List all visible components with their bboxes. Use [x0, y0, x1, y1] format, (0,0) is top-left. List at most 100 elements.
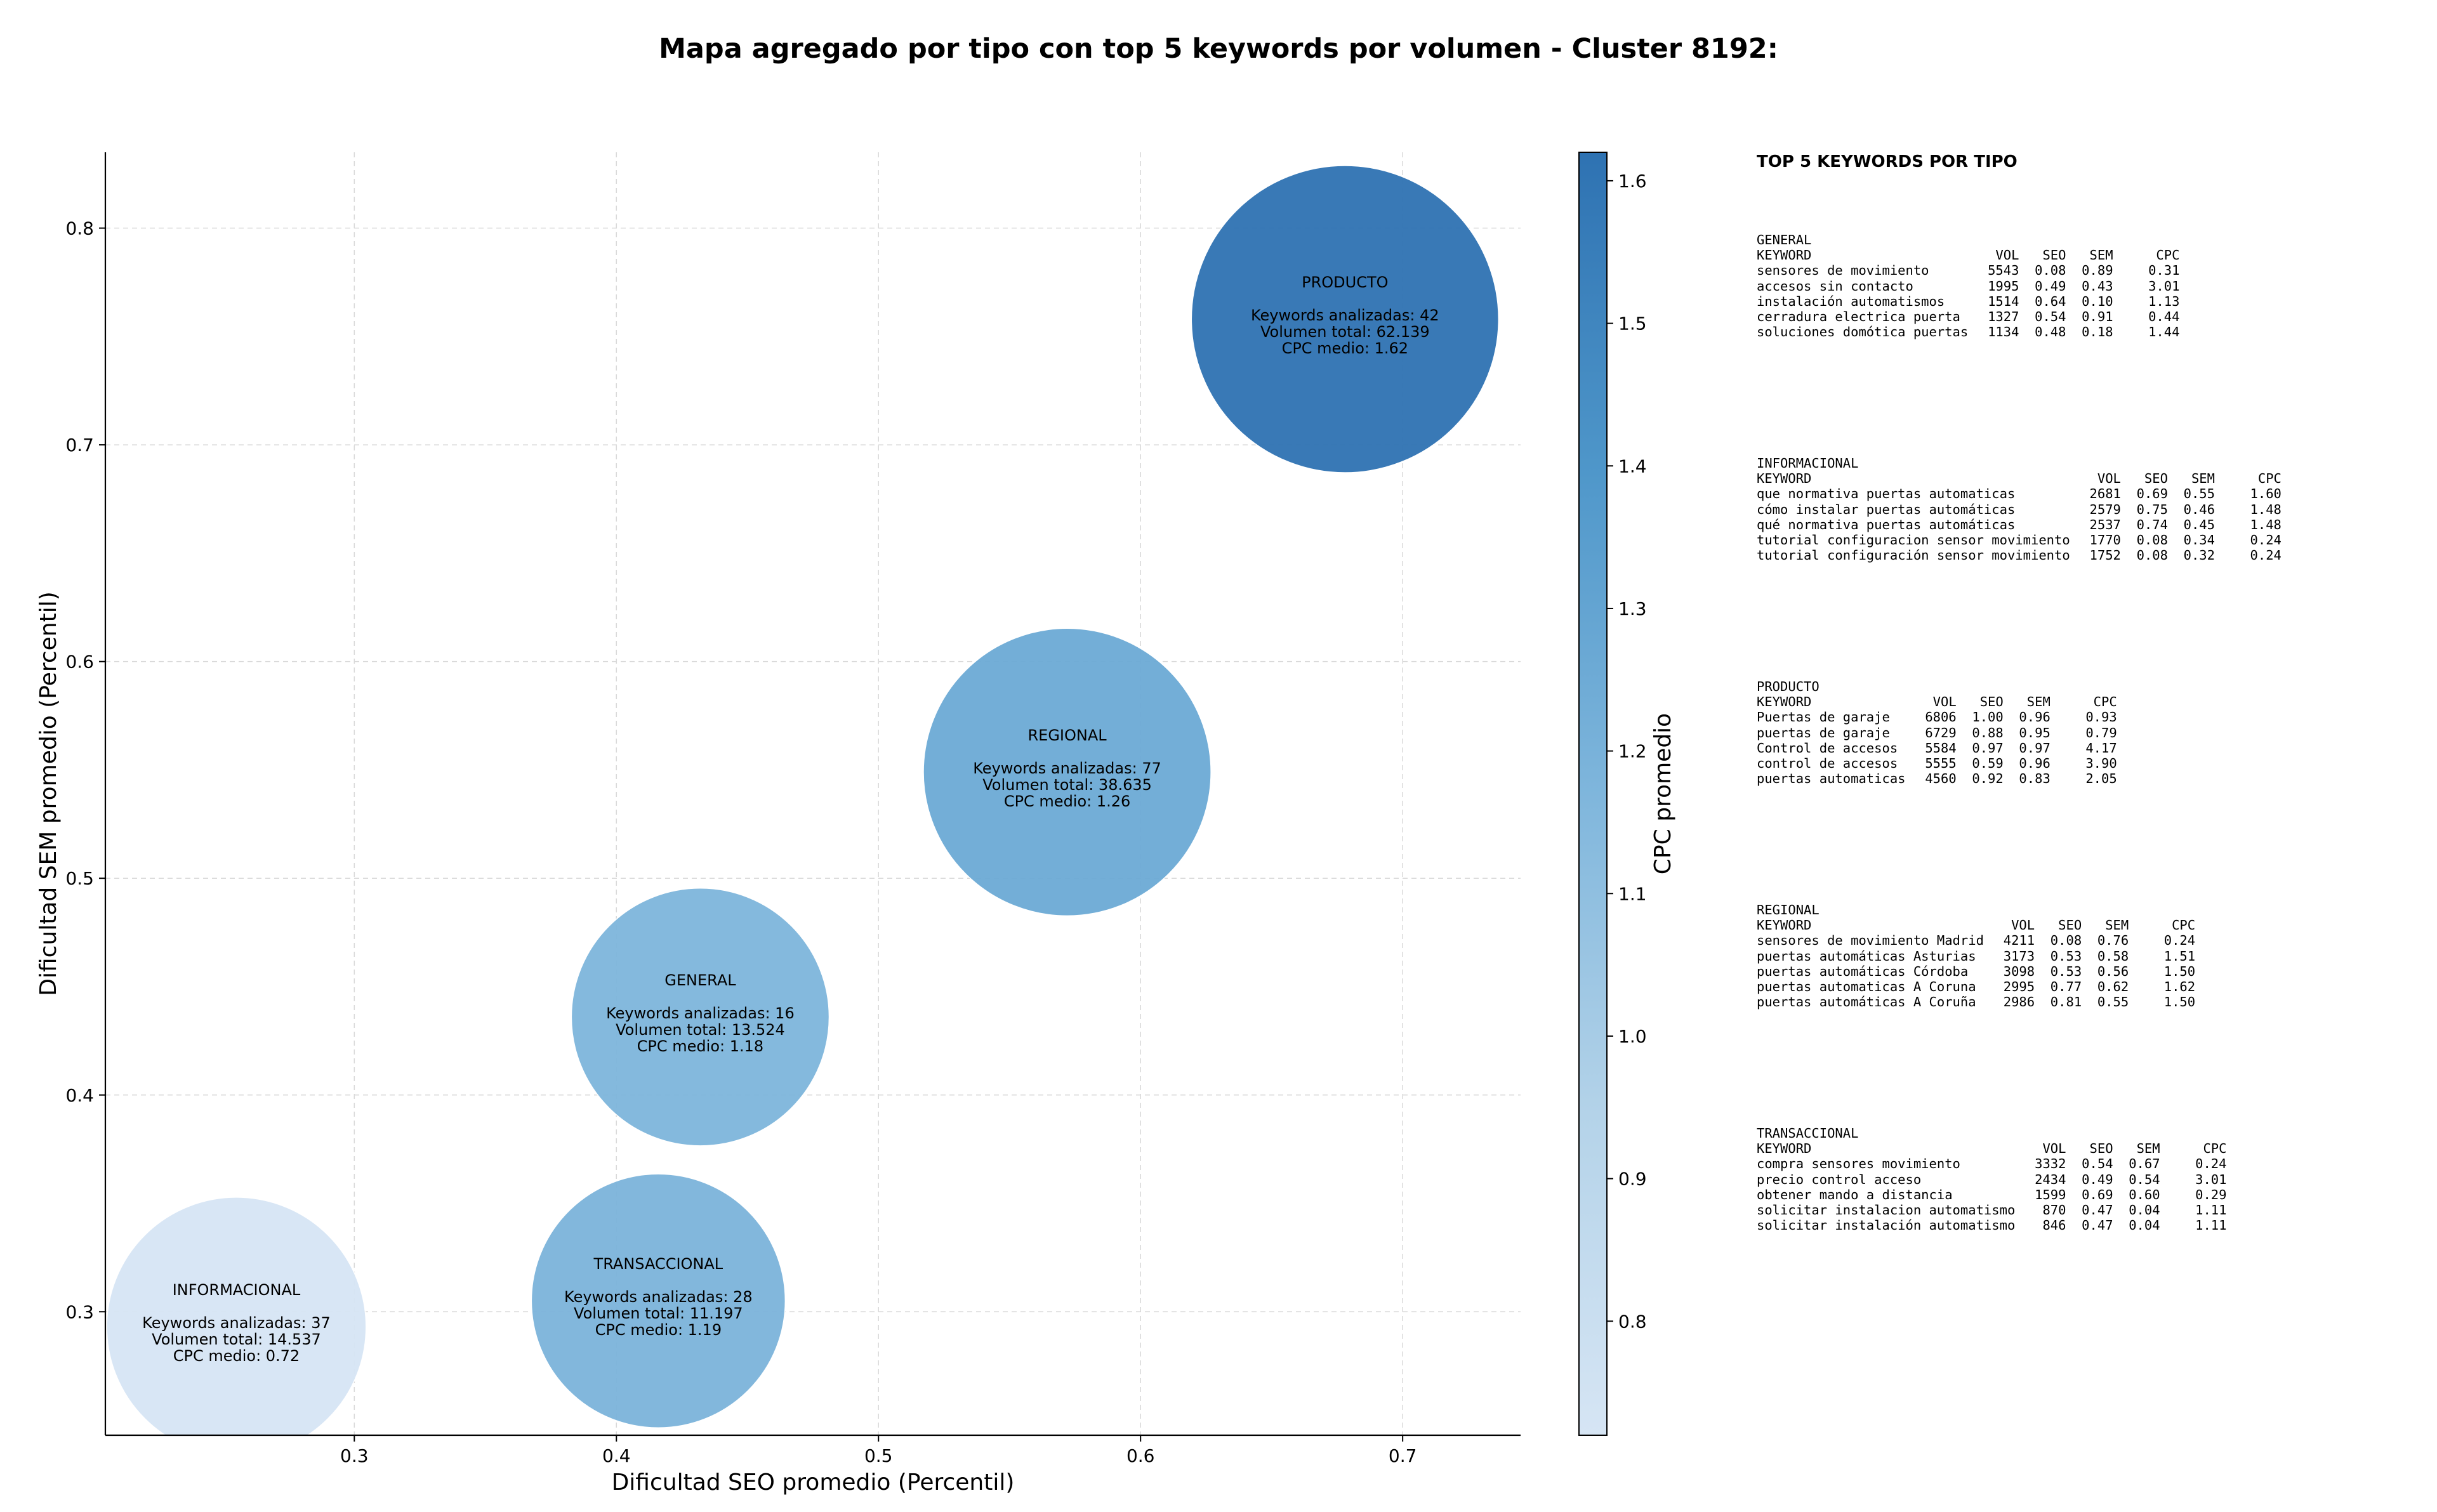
- table-row: solicitar instalación automatismo 846 0.47…: [1757, 1218, 2227, 1233]
- keyword-table-producto: PRODUCTO KEYWORD VOL SEO SEM CPC Puertas de ga…: [1757, 679, 2117, 786]
- metric-cell: 0.47: [2082, 1202, 2113, 1218]
- y-axis-label: Dificultad SEM promedio (Percentil): [36, 591, 62, 996]
- keyword-cell: puertas automaticas: [1757, 771, 1906, 787]
- metric-cell: CPC: [2257, 471, 2282, 487]
- metric-cell: 0.69: [2136, 486, 2168, 502]
- metric-cell: 2681: [2089, 486, 2121, 502]
- metric-cell: 0.24: [2250, 548, 2282, 563]
- keyword-cell: puertas automáticas A Coruña: [1757, 994, 1976, 1010]
- grid-lines: [105, 152, 1521, 1435]
- table-header: KEYWORD VOL SEO SEM CPC: [1757, 694, 2117, 709]
- metric-cell: 0.24: [2163, 933, 2196, 949]
- keyword-cell: puertas automáticas Córdoba: [1757, 963, 1969, 979]
- keyword-cell: compra sensores movimiento: [1757, 1156, 1960, 1172]
- metric-cell: 1599: [2035, 1187, 2066, 1202]
- metric-cell: 3.90: [2085, 756, 2117, 772]
- keyword-table-type: TRANSACCIONAL: [1757, 1126, 1859, 1141]
- y-tick-label: 0.4: [65, 1085, 94, 1106]
- metric-cell: SEO: [2058, 917, 2082, 933]
- panel-title: TOP 5 KEYWORDS POR TIPO: [1757, 152, 2018, 171]
- x-tick-label: 0.4: [602, 1445, 631, 1466]
- keyword-cell: Puertas de garaje: [1757, 709, 1890, 725]
- bubble-label: Volumen total: 11.197: [574, 1305, 743, 1322]
- metric-cell: 2537: [2089, 516, 2121, 532]
- metric-cell: 0.04: [2129, 1218, 2160, 1233]
- metric-cell: 0.45: [2183, 516, 2215, 532]
- keyword-cell: qué normativa puertas automáticas: [1757, 516, 2016, 532]
- table-header: KEYWORD VOL SEO SEM CPC: [1757, 1141, 2227, 1156]
- table-row: puertas automáticas Asturias 3173 0.53 0.58…: [1757, 949, 2195, 964]
- keyword-cell: obtener mando a distancia: [1757, 1187, 1953, 1202]
- table-row: instalación automatismos 1514 0.64 0.10 1.13: [1757, 294, 2179, 309]
- metric-cell: 0.77: [2050, 979, 2082, 995]
- metric-cell: 3173: [2003, 948, 2035, 964]
- table-row: puertas automáticas A Coruña 2986 0.81 0.55…: [1757, 994, 2195, 1009]
- metric-cell: 3332: [2035, 1156, 2066, 1172]
- metric-cell: SEO: [2089, 1141, 2113, 1157]
- metric-cell: CPC: [2093, 694, 2117, 710]
- metric-cell: 1.51: [2163, 948, 2196, 964]
- metric-cell: 6806: [1925, 709, 1957, 725]
- bubble-label: Keywords analizadas: 16: [606, 1004, 795, 1022]
- metric-cell: 0.53: [2050, 948, 2082, 964]
- colorbar-tick-label: 0.9: [1618, 1169, 1647, 1190]
- metric-cell: 0.79: [2085, 725, 2117, 740]
- keyword-table-informacional: INFORMACIONAL KEYWORD VOL SEO SEM CPC que norm…: [1757, 456, 2282, 563]
- metric-cell: 0.49: [2082, 1171, 2113, 1187]
- keyword-table-type: INFORMACIONAL: [1757, 456, 1859, 471]
- metric-cell: 0.91: [2082, 309, 2113, 325]
- metric-cell: 0.10: [2082, 293, 2113, 309]
- x-axis-label: Dificultad SEO promedio (Percentil): [612, 1469, 1015, 1496]
- metric-cell: 0.62: [2097, 979, 2129, 995]
- metric-cell: VOL: [2011, 917, 2035, 933]
- metric-cell: 0.55: [2097, 994, 2129, 1010]
- bubble-informacional: INFORMACIONAL Keywords analizadas: 37Volu…: [106, 1197, 367, 1435]
- metric-cell: SEM: [2191, 471, 2215, 487]
- x-tick-label: 0.6: [1126, 1445, 1155, 1466]
- keyword-cell: control de accesos: [1757, 756, 1898, 772]
- y-tick-label: 0.5: [65, 868, 94, 889]
- colorbar-tick-label: 1.4: [1618, 456, 1647, 477]
- keyword-cell: accesos sin contacto: [1757, 278, 1913, 294]
- bubble-label: CPC medio: 1.19: [595, 1321, 722, 1339]
- metric-cell: 1.48: [2250, 501, 2282, 517]
- colorbar-tick-label: 1.0: [1618, 1026, 1647, 1047]
- metric-cell: 0.60: [2129, 1187, 2160, 1202]
- metric-cell: 1.60: [2250, 486, 2282, 502]
- metric-cell: 6729: [1925, 725, 1957, 740]
- x-tick-label: 0.7: [1389, 1445, 1417, 1466]
- metric-cell: 5543: [1988, 263, 2019, 279]
- metric-cell: 1995: [1988, 278, 2019, 294]
- metric-cell: 0.89: [2082, 263, 2113, 279]
- metric-cell: SEO: [2144, 471, 2168, 487]
- table-row: accesos sin contacto 1995 0.49 0.43 3.01: [1757, 279, 2179, 294]
- axes: [104, 152, 1521, 1436]
- metric-cell: 3.01: [2195, 1171, 2227, 1187]
- metric-cell: 0.46: [2183, 501, 2215, 517]
- metric-cell: 2579: [2089, 501, 2121, 517]
- table-row: puertas de garaje 6729 0.88 0.95 0.79: [1757, 725, 2117, 740]
- metric-cell: 3.01: [2148, 278, 2180, 294]
- keyword-cell: KEYWORD: [1757, 1141, 1812, 1157]
- metric-cell: VOL: [1995, 247, 2019, 263]
- metric-cell: 2434: [2035, 1171, 2066, 1187]
- keyword-cell: KEYWORD: [1757, 694, 1812, 710]
- keyword-cell: solicitar instalacion automatismo: [1757, 1202, 2016, 1218]
- bubble-circle: [531, 1173, 786, 1428]
- bubble-label: Volumen total: 38.635: [982, 776, 1152, 794]
- colorbar-gradient: [1578, 152, 1608, 1436]
- metric-cell: 0.32: [2183, 548, 2215, 563]
- metric-cell: 0.55: [2183, 486, 2215, 502]
- keyword-cell: precio control acceso: [1757, 1171, 1922, 1187]
- metric-cell: 0.96: [2019, 709, 2051, 725]
- metric-cell: VOL: [2042, 1141, 2066, 1157]
- keyword-cell: cerradura electrica puerta: [1757, 309, 1960, 325]
- metric-cell: SEM: [2026, 694, 2051, 710]
- table-row: puertas automáticas Córdoba 3098 0.53 0.56 1…: [1757, 964, 2195, 979]
- metric-cell: 0.64: [2035, 293, 2066, 309]
- table-row: solicitar instalacion automatismo 870 0.47…: [1757, 1202, 2227, 1218]
- table-row: control de accesos 5555 0.59 0.96 3.90: [1757, 756, 2117, 771]
- bubble-label: CPC medio: 1.18: [637, 1037, 764, 1055]
